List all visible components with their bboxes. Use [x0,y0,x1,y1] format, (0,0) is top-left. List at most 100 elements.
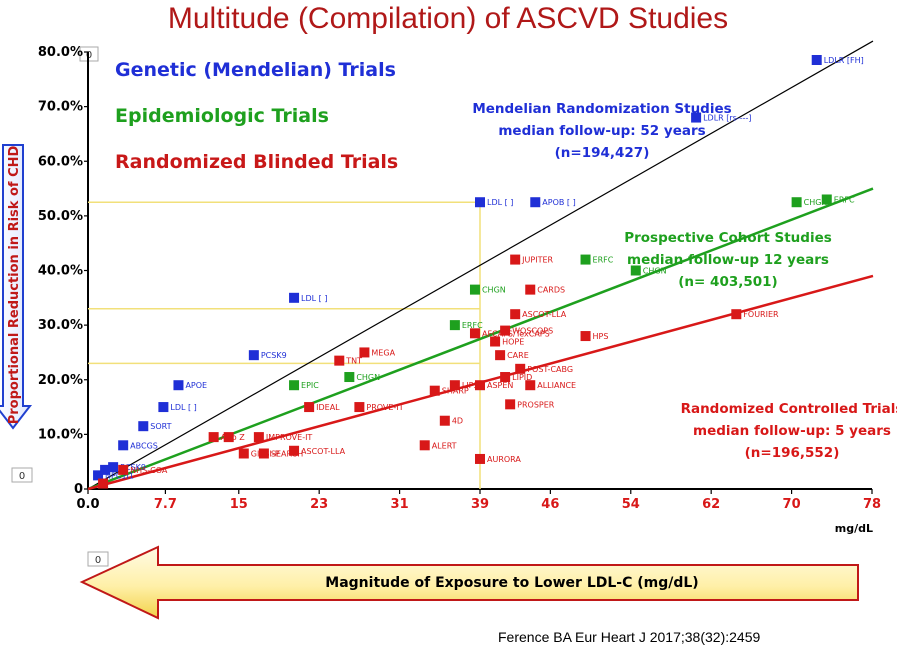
x-tick-label: 62 [702,497,720,512]
y-tick-label: 10.0% [38,427,83,442]
point-label: HPS [593,332,609,341]
data-point [173,380,183,390]
point-label: ERFC [834,195,855,204]
mendelian-line-3: (n=194,427) [555,145,650,161]
point-label: POST-CABG [527,365,573,374]
point-label: ALERT [432,441,457,450]
point-label: NHS-COA [130,466,168,475]
x-tick-label: 31 [391,497,409,512]
point-label: PCSK9 [261,351,287,360]
y-axis-arrow: Proportional Reduction in Risk of CHD [0,145,30,428]
y-tick-label: 0 [74,482,83,497]
data-point [500,372,510,382]
point-label: LDL [ ] [301,294,327,303]
exposure-arrow: Magnitude of Exposure to Lower LDL-C (mg… [82,547,858,618]
data-point [354,402,364,412]
data-point [430,386,440,396]
y-tick-label: 40.0% [38,264,83,279]
mendelian-line-1: Mendelian Randomization Studies [472,101,731,117]
data-point [500,326,510,336]
point-label: MEGA [371,348,395,357]
data-point [450,320,460,330]
annotation-rct: Randomized Controlled Trials median foll… [681,401,897,461]
data-point [490,337,500,347]
data-point [812,55,822,65]
data-point [334,356,344,366]
data-point [259,448,269,458]
data-point [470,328,480,338]
x-tick-label: 46 [541,497,559,512]
rct-line-2: median follow-up: 5 years [693,423,891,439]
point-label: TNT [345,357,362,366]
y-tick-label: 80.0% [38,45,83,60]
point-label: PROSPER [517,400,555,409]
x-tick-label: 0.0 [76,497,99,512]
data-point [731,309,741,319]
ascvd-chart: Multitude (Compilation) of ASCVD Studies… [0,0,897,652]
data-point [525,285,535,295]
data-point [249,350,259,360]
rct-line-3: (n=196,552) [745,445,840,461]
data-point [495,350,505,360]
point-label: SORT [150,422,171,431]
y-tick-label: 60.0% [38,154,83,169]
point-label: ERFC [593,256,614,265]
data-point [475,454,485,464]
y-tick-label: 70.0% [38,100,83,115]
data-point [118,440,128,450]
arrow-input-box[interactable]: 0 [88,552,108,566]
data-point [420,440,430,450]
legend-epidemiologic: Epidemiologic Trials [115,105,329,127]
point-label: APOE [185,381,207,390]
data-point [304,402,314,412]
point-label: CHGN [356,373,380,382]
x-tick-label: 15 [230,497,248,512]
data-point [822,194,832,204]
data-point [581,331,591,341]
x-tick-label: 70 [783,497,801,512]
exposure-arrow-label: Magnitude of Exposure to Lower LDL-C (mg… [325,575,698,591]
rct-line-1: Randomized Controlled Trials [681,401,897,417]
point-label: CARDS [537,286,565,295]
point-label: ABCGS [130,441,158,450]
x-tick-label: 78 [863,497,881,512]
data-point [224,432,234,442]
data-point [525,380,535,390]
data-point [475,197,485,207]
point-label: AURORA [487,455,521,464]
x-tick-label: 23 [310,497,328,512]
data-point [289,446,299,456]
left-input-box[interactable]: 0 [12,468,32,482]
data-point [515,364,525,374]
x-tick-label: 39 [471,497,489,512]
svg-text:0: 0 [95,555,101,566]
data-point [510,255,520,265]
data-point [158,402,168,412]
y-tick-label: 30.0% [38,318,83,333]
data-point [510,309,520,319]
x-tick-label: 54 [622,497,640,512]
data-point [581,255,591,265]
svg-text:0: 0 [19,471,25,482]
cohort-line-3: (n= 403,501) [678,274,777,290]
point-label: LDL [ ] [487,198,513,207]
x-unit-label: mg/dL [835,522,873,535]
point-label: LDLR [FH] [824,56,864,65]
point-label: JUPITER [521,256,553,265]
data-point [118,465,128,475]
y-tick-label: 20.0% [38,373,83,388]
data-point [792,197,802,207]
point-label: FOURIER [743,310,779,319]
data-point [505,399,515,409]
point-label: ASCOT-LLA [522,310,567,319]
data-point [254,432,264,442]
data-point [108,462,118,472]
data-point [209,432,219,442]
data-point [530,197,540,207]
point-label: HOPE [502,338,524,347]
data-point [440,416,450,426]
point-label: IDEAL [316,403,340,412]
x-tick-label: 7.7 [154,497,177,512]
data-point [359,347,369,357]
data-point [289,380,299,390]
